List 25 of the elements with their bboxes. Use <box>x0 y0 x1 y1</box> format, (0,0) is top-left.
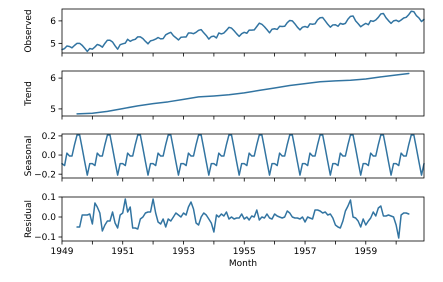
y-axis-title: Seasonal <box>24 136 34 176</box>
x-tick-label: 1953 <box>172 247 195 257</box>
y-axis-title: Observed <box>24 9 34 53</box>
y-tick-label: 0.1 <box>42 193 56 204</box>
y-tick-label: 5 <box>50 105 56 116</box>
y-tick-label: 5 <box>50 39 56 50</box>
y-tick-label: −0.1 <box>34 233 56 244</box>
line-series <box>61 10 425 52</box>
x-tick-label: 1955 <box>232 247 256 257</box>
x-tick-label: 1959 <box>354 247 378 257</box>
y-tick-label: −0.2 <box>34 170 56 180</box>
x-tick-label: 1957 <box>294 247 317 257</box>
line-series <box>76 72 410 115</box>
y-tick-label: 0.0 <box>42 213 56 224</box>
x-tick-label: 1951 <box>111 247 134 257</box>
y-tick-label: 0.0 <box>42 151 56 162</box>
x-axis-title: Month <box>228 259 258 269</box>
line-series <box>61 134 425 176</box>
x-tick-label: 1949 <box>50 247 74 257</box>
line-series <box>76 198 410 239</box>
y-tick-label: 0.2 <box>42 132 56 142</box>
y-tick-label: 6 <box>50 17 56 28</box>
y-tick-label: 6 <box>50 74 56 84</box>
y-axis-title: Trend <box>24 81 34 107</box>
y-axis-title: Residual <box>24 200 34 238</box>
